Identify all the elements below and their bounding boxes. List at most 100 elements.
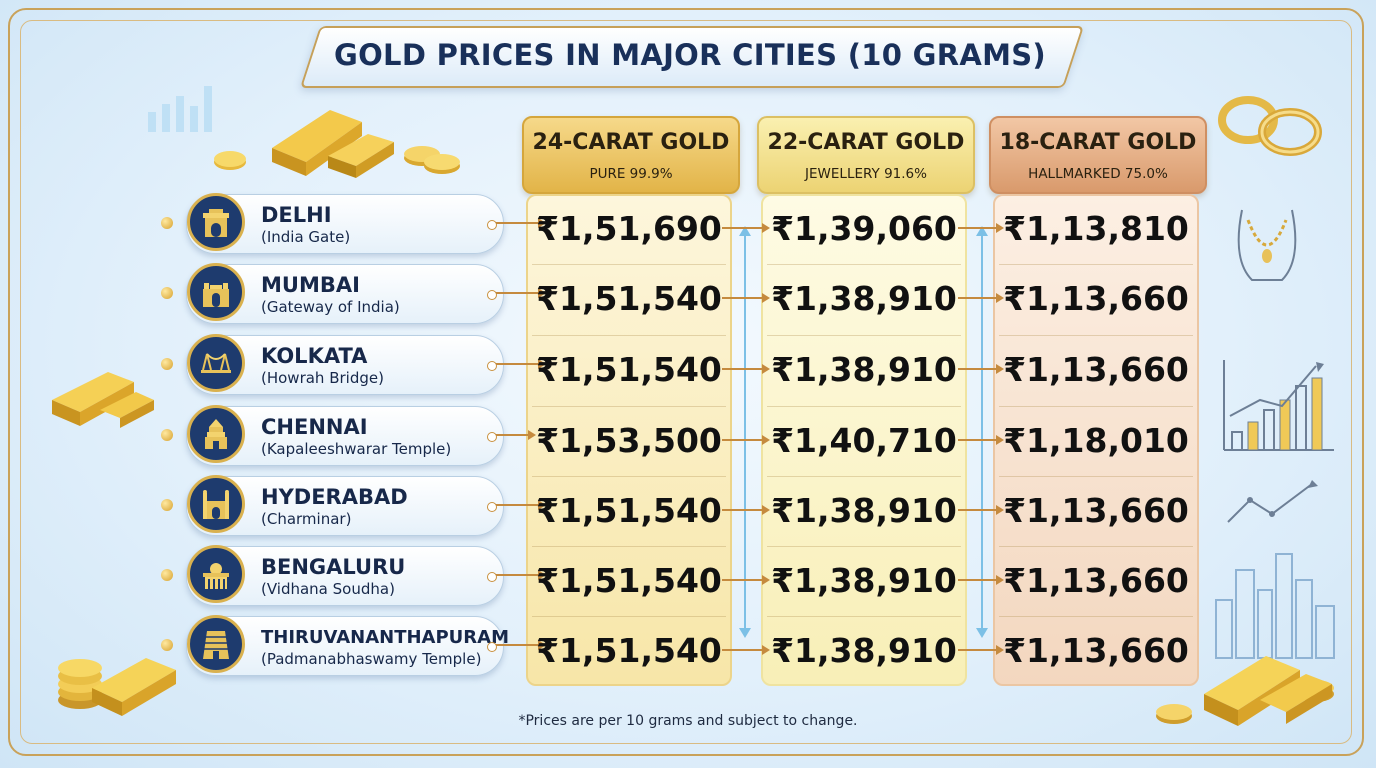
column-panel-18-carat [993,194,1199,686]
city-landmark: (Gateway of India) [261,298,400,316]
city-card-thiruvananthapuram: THIRUVANANTHAPURAM (Padmanabhaswamy Temp… [161,615,509,676]
city-name: BENGALURU [261,555,406,579]
page-title: GOLD PRICES IN MAJOR CITIES (10 GRAMS) [333,38,1046,72]
connector-dot [487,220,497,230]
charminar-icon [187,475,245,533]
column-header-22-carat: 22-CARAT GOLD JEWELLERY 91.6% [757,116,975,194]
arrow-connector [958,575,1004,585]
arrow-connector [496,500,546,510]
bullet-dot [161,639,173,651]
price-cell: ₹1,51,540 [536,279,722,318]
city-name: MUMBAI [261,273,360,297]
row-divider [767,335,961,336]
price-cell: ₹1,13,660 [1003,279,1189,318]
outer-frame [8,8,1364,756]
bullet-dot [161,499,173,511]
row-divider [999,335,1193,336]
bullet-dot [161,569,173,581]
price-cell: ₹1,38,910 [771,491,957,530]
connector-dot [487,572,497,582]
bullet-dot [161,429,173,441]
price-cell: ₹1,51,540 [536,631,722,670]
city-landmark: (Charminar) [261,510,352,528]
price-cell: ₹1,13,660 [1003,561,1189,600]
arrow-connector [958,364,1004,374]
column-title: 18-CARAT GOLD [999,130,1197,155]
price-cell: ₹1,51,540 [536,350,722,389]
arrow-connector [496,359,546,369]
necklace-icon [1237,209,1297,281]
city-landmark: (Kapaleeshwarar Temple) [261,440,452,458]
connector-dot [487,642,497,652]
city-card-bengaluru: BENGALURU (Vidhana Soudha) [161,545,504,606]
price-cell: ₹1,40,710 [771,421,957,460]
row-divider [999,406,1193,407]
vidhana-soudha-icon [187,545,245,603]
gold-coin-icon [1156,704,1192,724]
city-name: THIRUVANANTHAPURAM [261,627,510,648]
arrow-connector [958,505,1004,515]
row-divider [767,264,961,265]
arrow-connector [722,435,770,445]
arrow-connector [722,575,770,585]
gold-bars-right-icon [1204,656,1334,726]
arrow-connector [958,435,1004,445]
price-cell: ₹1,38,910 [771,279,957,318]
city-card-chennai: CHENNAI (Kapaleeshwarar Temple) [161,405,504,466]
row-divider [532,406,726,407]
price-cell: ₹1,38,910 [771,350,957,389]
arrow-connector [722,505,770,515]
connector-dot [487,361,497,371]
price-cell: ₹1,38,910 [771,631,957,670]
city-landmark: (Howrah Bridge) [261,369,384,387]
temple-icon [187,405,245,463]
price-cell: ₹1,13,810 [1003,209,1189,248]
arrow-connector [722,364,770,374]
arrow-connector [496,570,546,580]
row-divider [767,476,961,477]
column-header-18-carat: 18-CARAT GOLD HALLMARKED 75.0% [989,116,1207,194]
arrow-connector [722,293,770,303]
vertical-arrow-icon [976,226,988,638]
column-subtitle: HALLMARKED 75.0% [1028,166,1168,182]
connector-dot [487,502,497,512]
row-divider [532,264,726,265]
gold-coins-bars-icon [58,658,176,716]
bullet-dot [161,358,173,370]
price-cell: ₹1,13,660 [1003,350,1189,389]
howrah-bridge-icon [187,334,245,392]
column-header-24-carat: 24-CARAT GOLD PURE 99.9% [522,116,740,194]
price-cell: ₹1,18,010 [1003,421,1189,460]
gold-rings-icon [1218,96,1322,156]
row-divider [532,616,726,617]
row-divider [999,616,1193,617]
connector-dot [487,290,497,300]
row-divider [767,406,961,407]
city-name: CHENNAI [261,415,368,439]
arrow-connector [496,288,546,298]
price-cell: ₹1,51,540 [536,491,722,530]
title-banner: GOLD PRICES IN MAJOR CITIES (10 GRAMS) [299,20,1085,90]
city-card-delhi: DELHI (India Gate) [161,193,504,254]
row-divider [767,546,961,547]
connector-dot [487,432,497,442]
city-name: KOLKATA [261,344,368,368]
gateway-of-india-icon [187,263,245,321]
bullet-dot [161,287,173,299]
inner-frame [20,20,1352,744]
price-cell: ₹1,53,500 [536,421,722,460]
column-title: 24-CARAT GOLD [532,130,730,155]
growth-chart-icon [1223,360,1334,451]
arrow-connector [958,223,1004,233]
price-cell: ₹1,13,660 [1003,491,1189,530]
row-divider [532,476,726,477]
arrow-connector [722,223,770,233]
price-cell: ₹1,13,660 [1003,631,1189,670]
column-panel-22-carat [761,194,967,686]
city-landmark: (India Gate) [261,228,351,246]
row-divider [999,264,1193,265]
arrow-connector [958,293,1004,303]
column-subtitle: PURE 99.9% [589,166,673,182]
arrow-connector [496,430,536,440]
price-cell: ₹1,38,910 [771,561,957,600]
